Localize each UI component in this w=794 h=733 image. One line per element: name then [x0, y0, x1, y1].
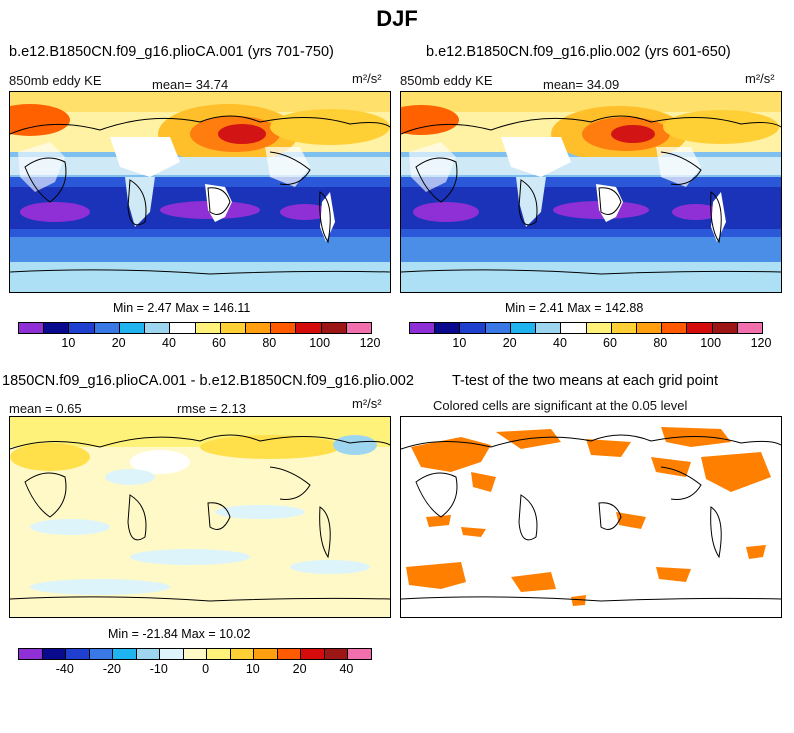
colorbar-swatch [66, 649, 90, 659]
colorbar-swatch [254, 649, 278, 659]
colorbar-swatch [460, 323, 486, 333]
colorbar-swatch [536, 323, 562, 333]
colorbar-swatch [195, 323, 221, 333]
colorbar-swatch [485, 323, 511, 333]
colorbar-tick: 10 [245, 662, 260, 676]
colorbar-tick: 40 [162, 336, 176, 350]
colorbar-swatch [611, 323, 637, 333]
colorbar-swatch [245, 323, 272, 333]
panel1-units-label: m²/s² [352, 71, 382, 86]
colorbar-tick: 120 [750, 336, 772, 350]
panel2-map [400, 91, 782, 293]
colorbar-swatch [119, 323, 146, 333]
panel4-map [400, 416, 782, 618]
colorbar-tick: -10 [149, 662, 168, 676]
colorbar-swatch [586, 323, 612, 333]
colorbar-swatch [296, 323, 322, 333]
colorbar-tick: 60 [603, 336, 617, 350]
panel2-mean-label: mean= 34.09 [543, 77, 620, 92]
panel2-map-svg [401, 92, 781, 292]
colorbar-swatch [89, 649, 114, 659]
colorbar-swatch [324, 649, 349, 659]
panel2-units-label: m²/s² [745, 71, 775, 86]
colorbar-swatch [19, 649, 43, 659]
panel2-minmax: Min = 2.41 Max = 142.88 [505, 301, 644, 315]
colorbar-tick: 0 [202, 662, 210, 676]
colorbar-swatch [230, 649, 255, 659]
panel2-colorbar [409, 322, 763, 334]
colorbar-swatch [346, 323, 372, 333]
colorbar-tick: 10 [452, 336, 467, 350]
panel2-colorbar-ticks: 10 20 40 60 80 100 120 [409, 336, 771, 352]
colorbar-swatch [321, 323, 347, 333]
colorbar-swatch [145, 323, 171, 333]
panel1-mean-label: mean= 34.74 [152, 77, 229, 92]
panel3-colorbar-ticks: -40 -20 -10 0 10 20 40 [18, 662, 370, 678]
significant-cells [406, 427, 771, 606]
colorbar-tick: 20 [292, 662, 307, 676]
colorbar-swatch [19, 323, 45, 333]
colorbar-tick: 40 [339, 662, 354, 676]
colorbar-swatch [301, 649, 325, 659]
panel3-rmse-label: rmse = 2.13 [177, 401, 247, 416]
panel3-units-label: m²/s² [352, 396, 382, 411]
panel3-colorbar [18, 648, 372, 660]
panel1-colorbar-ticks: 10 20 40 60 80 100 120 [18, 336, 380, 352]
panel1-map-svg [10, 92, 390, 292]
colorbar-tick: 10 [61, 336, 76, 350]
colorbar-tick: -40 [55, 662, 74, 676]
colorbar-swatch [687, 323, 713, 333]
colorbar-swatch [113, 649, 137, 659]
colorbar-swatch [277, 649, 302, 659]
panel1-minmax: Min = 2.47 Max = 146.11 [113, 301, 251, 315]
panel4-subtitle: Colored cells are significant at the 0.0… [433, 398, 688, 413]
colorbar-tick: 100 [309, 336, 331, 350]
colorbar-swatch [220, 323, 246, 333]
colorbar-swatch [348, 649, 371, 659]
colorbar-swatch [435, 323, 461, 333]
colorbar-swatch [207, 649, 231, 659]
figure-title: DJF [376, 6, 418, 31]
colorbar-tick: 120 [359, 336, 381, 350]
panel4-title: T-test of the two means at each grid poi… [452, 373, 718, 389]
colorbar-swatch [510, 323, 537, 333]
panel1-title: b.e12.B1850CN.f09_g16.plioCA.001 (yrs 70… [9, 44, 334, 60]
colorbar-swatch [662, 323, 688, 333]
colorbar-swatch [44, 323, 70, 333]
panel3-minmax: Min = -21.84 Max = 10.02 [108, 627, 251, 641]
colorbar-tick: 20 [111, 336, 126, 350]
colorbar-swatch [136, 649, 161, 659]
colorbar-swatch [561, 323, 587, 333]
colorbar-swatch [271, 323, 297, 333]
colorbar-tick: 100 [700, 336, 722, 350]
panel3-title: 1850CN.f09_g16.plioCA.001 - b.e12.B1850C… [2, 373, 414, 389]
colorbar-swatch [737, 323, 763, 333]
colorbar-swatch [712, 323, 738, 333]
colorbar-swatch [160, 649, 184, 659]
colorbar-swatch [42, 649, 67, 659]
panel3-map-svg [10, 417, 390, 617]
colorbar-tick: 80 [653, 336, 668, 350]
colorbar-tick: -20 [102, 662, 122, 676]
panel1-variable-label: 850mb eddy KE [9, 73, 102, 88]
panel2-variable-label: 850mb eddy KE [400, 73, 493, 88]
panel3-mean-label: mean = 0.65 [9, 401, 82, 416]
panel1-colorbar [18, 322, 372, 334]
panel1-map [9, 91, 391, 293]
colorbar-tick: 40 [553, 336, 567, 350]
colorbar-tick: 60 [212, 336, 226, 350]
colorbar-tick: 80 [262, 336, 277, 350]
colorbar-swatch [69, 323, 95, 333]
panel3-map [9, 416, 391, 618]
colorbar-tick: 20 [502, 336, 517, 350]
colorbar-swatch [170, 323, 196, 333]
panel2-title: b.e12.B1850CN.f09_g16.plio.002 (yrs 601-… [426, 44, 731, 60]
colorbar-swatch [410, 323, 436, 333]
panel4-map-svg [401, 417, 781, 617]
colorbar-swatch [183, 649, 208, 659]
colorbar-swatch [94, 323, 120, 333]
colorbar-swatch [636, 323, 663, 333]
